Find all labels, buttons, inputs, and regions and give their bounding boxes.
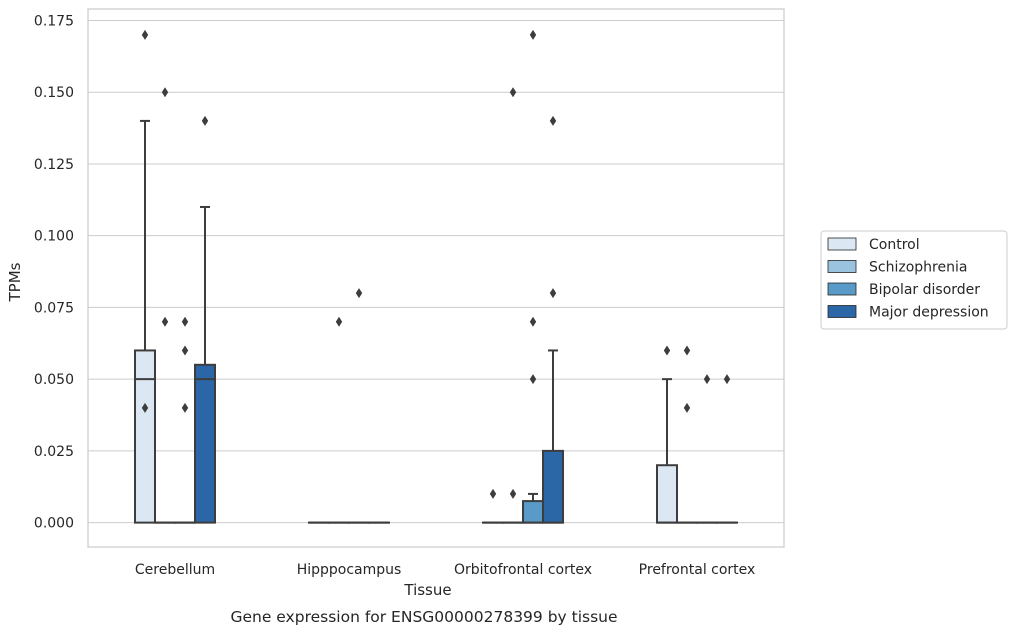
outlier-point bbox=[335, 316, 343, 327]
outlier-point bbox=[161, 316, 169, 327]
grid-layer bbox=[88, 19, 784, 524]
y-tick-label: 0.025 bbox=[34, 444, 74, 460]
legend-swatch bbox=[827, 305, 857, 318]
outlier-point bbox=[529, 29, 537, 40]
y-tick-label: 0.000 bbox=[34, 516, 74, 532]
outlier-point bbox=[141, 402, 149, 413]
box bbox=[522, 500, 544, 524]
x-tick-label: Cerebellum bbox=[135, 562, 215, 578]
y-tick-label: 0.150 bbox=[34, 85, 74, 101]
x-axis-label: Tissue bbox=[403, 581, 451, 599]
legend-entry-label: Schizophrenia bbox=[869, 260, 967, 276]
box-group bbox=[348, 288, 370, 524]
y-tick-label: 0.125 bbox=[34, 157, 74, 173]
x-tick-labels: Cerebellum Hipppocampus Orbitofrontal cort… bbox=[135, 562, 755, 578]
box-group bbox=[676, 345, 698, 524]
box-group bbox=[482, 488, 504, 524]
plot-frame bbox=[87, 8, 785, 548]
legend-entry-label: Control bbox=[869, 237, 920, 253]
outlier-point bbox=[141, 29, 149, 40]
outlier-point bbox=[549, 115, 557, 126]
box-group bbox=[194, 115, 216, 524]
box-group bbox=[502, 87, 524, 524]
outlier-point bbox=[703, 374, 711, 385]
box-group bbox=[328, 316, 350, 524]
legend-entry-label: Bipolar disorder bbox=[869, 282, 980, 298]
x-tick-label: Orbitofrontal cortex bbox=[454, 562, 592, 578]
legend-swatch bbox=[827, 282, 857, 296]
outlier-point bbox=[663, 345, 671, 356]
y-axis-label: TPMs bbox=[6, 262, 24, 302]
box bbox=[656, 464, 678, 524]
outlier-point bbox=[161, 87, 169, 98]
legend: Control Schizophrenia Bipolar disorder Majo… bbox=[820, 230, 1008, 330]
legend-entry-label: Major depression bbox=[869, 305, 989, 321]
box-group bbox=[542, 115, 564, 524]
box-group bbox=[174, 316, 196, 524]
box bbox=[134, 349, 156, 524]
outlier-point bbox=[529, 316, 537, 327]
y-tick-label: 0.100 bbox=[34, 229, 74, 245]
outlier-point bbox=[683, 402, 691, 413]
y-tick-label: 0.175 bbox=[34, 13, 74, 29]
outlier-point bbox=[181, 345, 189, 356]
outlier-point bbox=[723, 374, 731, 385]
outlier-point bbox=[549, 288, 557, 299]
chart-caption: Gene expression for ENSG00000278399 by t… bbox=[230, 608, 617, 626]
x-tick-label: Prefrontal cortex bbox=[639, 562, 756, 578]
outlier-point bbox=[509, 488, 517, 499]
box-group bbox=[154, 87, 176, 524]
legend-swatch bbox=[827, 260, 857, 273]
box-group bbox=[522, 29, 544, 524]
x-tick-label: Hipppocampus bbox=[297, 562, 402, 578]
y-tick-labels: 0.000 0.025 0.050 0.075 0.100 0.125 0.150 0.175 bbox=[34, 13, 74, 531]
legend-swatch bbox=[827, 237, 857, 251]
box bbox=[194, 363, 216, 524]
y-tick-label: 0.075 bbox=[34, 300, 74, 316]
box-group bbox=[134, 29, 156, 524]
outlier-point bbox=[489, 488, 497, 499]
box-group bbox=[696, 374, 718, 524]
outlier-point bbox=[201, 115, 209, 126]
legend-frame bbox=[820, 230, 1008, 330]
outlier-point bbox=[683, 345, 691, 356]
box bbox=[542, 449, 564, 524]
outlier-point bbox=[181, 316, 189, 327]
y-tick-label: 0.050 bbox=[34, 372, 74, 388]
box-group bbox=[716, 374, 738, 524]
outlier-point bbox=[181, 402, 189, 413]
outlier-point bbox=[355, 288, 363, 299]
box-layer bbox=[134, 29, 738, 524]
box-group bbox=[656, 345, 678, 524]
outlier-point bbox=[529, 374, 537, 385]
outlier-point bbox=[509, 87, 517, 98]
